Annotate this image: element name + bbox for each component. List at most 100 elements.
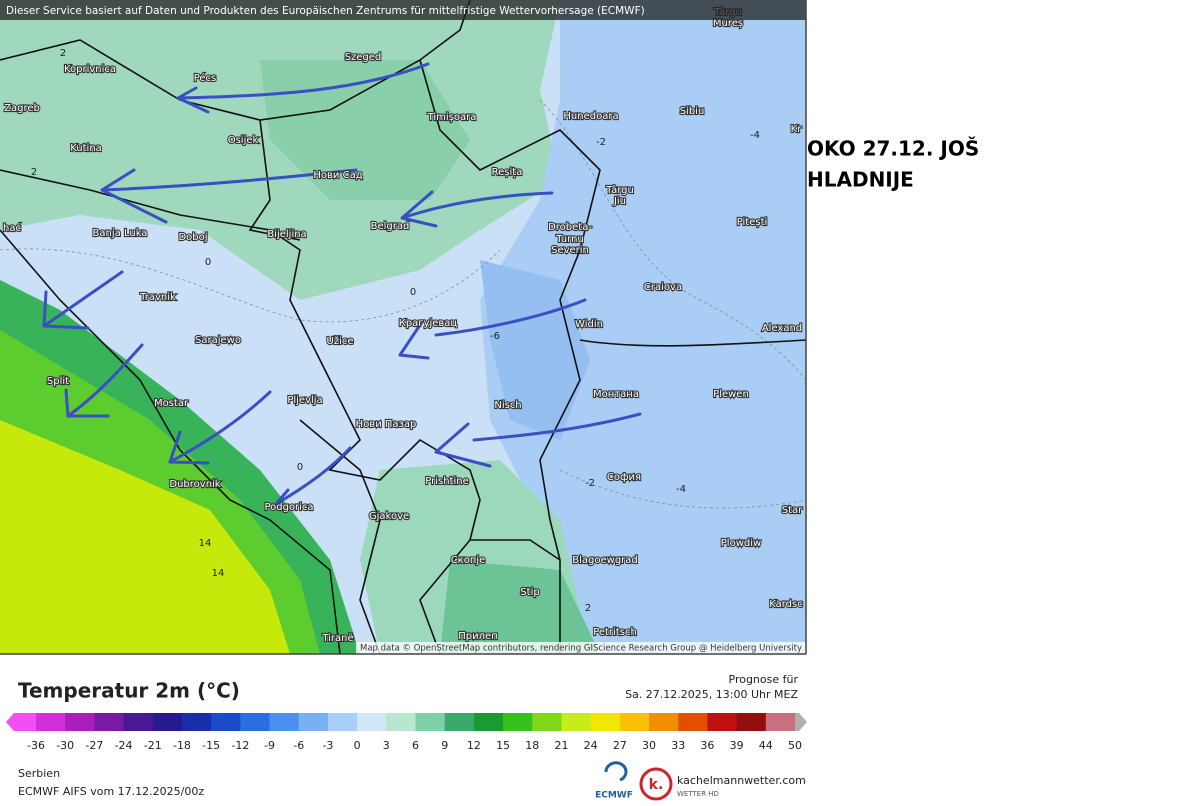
arrow (168, 390, 272, 465)
colorbar-tick-label: 9 (441, 739, 448, 752)
colorbar-segment (152, 713, 183, 731)
city-label: Split (47, 376, 69, 387)
isotherm (539, 99, 806, 381)
colorbar-segment (561, 713, 592, 731)
city-label: Прилеп (458, 631, 497, 642)
arrow (400, 190, 554, 228)
colorbar-tick-label: -36 (27, 739, 45, 752)
city-label: Pljevlja (287, 395, 322, 406)
region: Serbien (18, 767, 60, 780)
city-label: Bijeljina (267, 229, 306, 240)
colorbar-segment (503, 713, 533, 731)
city-label: Plowdiw (721, 538, 761, 549)
colorbar-tick-label: 3 (383, 739, 390, 752)
city-label: Нови Пазар (356, 419, 417, 430)
site-icon-letter: k. (649, 777, 664, 793)
border (419, 539, 471, 654)
colorbar-tick-label: -12 (231, 739, 249, 752)
arrow (176, 62, 430, 114)
colorbar-tick-label: -24 (115, 739, 133, 752)
colorbar-segment (444, 713, 475, 731)
colorbar-tick-label: 50 (788, 739, 802, 752)
city-label: Скопје (451, 554, 486, 566)
city-label: hać (3, 222, 21, 234)
colorbar-tick-label: 18 (525, 739, 539, 752)
colorbar-segment (707, 713, 738, 731)
colorbar-tick-label: -27 (85, 739, 103, 752)
colorbar-tick-label: 30 (642, 739, 656, 752)
attribution-bg (356, 642, 806, 654)
contour-label: 2 (31, 167, 37, 178)
arrow (434, 412, 642, 468)
arrow (398, 298, 587, 360)
city-label: Kardsc (769, 599, 803, 610)
city-label: Târgu (605, 184, 634, 196)
city-label: Zagreb (4, 103, 40, 114)
site-sub: WETTER HD (677, 790, 719, 798)
city-label: Blagoewgrad (572, 555, 638, 566)
city-label: Prishtine (425, 476, 468, 487)
zone-mild-dark (260, 60, 470, 200)
city-label: Mureș (713, 18, 743, 29)
border (299, 419, 381, 654)
model-run: ECMWF AIFS vom 17.12.2025/00z (18, 785, 204, 798)
header-notice: Dieser Service basiert auf Daten und Pro… (6, 5, 645, 17)
city-label: Sibiu (680, 106, 705, 117)
colorbar-segment (765, 713, 796, 731)
annotation-line: HLADNIJE (807, 168, 914, 192)
colorbar-segment (94, 713, 125, 731)
colorbar-segment (386, 713, 416, 731)
colorbar-segment (619, 713, 650, 731)
legend-title: Temperatur 2m (°C) (18, 679, 240, 703)
contour-label: 0 (410, 287, 416, 298)
site-icon (639, 767, 673, 801)
colorbar-segment (298, 713, 329, 731)
contour-label: 2 (585, 603, 591, 614)
contour-label: 0 (297, 462, 303, 473)
city-labels: Koprivnica Pécs Szeged Zagreb Timișoara Huned… (2, 5, 804, 645)
city-label: Reșița (492, 167, 523, 178)
contour-label: -2 (585, 478, 595, 489)
colorbar-tick-label: 6 (412, 739, 419, 752)
colorbar-segment (181, 713, 212, 731)
colorbar-tick-label: 12 (467, 739, 481, 752)
city-label: Tiranë (321, 633, 353, 644)
contour-label: -2 (596, 137, 606, 148)
city-label: Widin (575, 319, 603, 330)
city-label: Travnik (139, 292, 176, 303)
colorbar-end (795, 713, 807, 731)
contour-label: -6 (490, 331, 500, 342)
city-label: Нови Сад (313, 170, 362, 181)
colorbar-tick-label: 0 (354, 739, 361, 752)
border (0, 0, 471, 121)
forecast-time: Sa. 27.12.2025, 13:00 Uhr MEZ (625, 688, 798, 701)
city-label: Hunedoara (563, 111, 618, 122)
colorbar-segment (36, 713, 66, 731)
colorbar-segment (269, 713, 300, 731)
city-label: София (607, 472, 641, 483)
city-label: Pécs (194, 72, 217, 84)
colorbar-tick-label: -21 (144, 739, 162, 752)
attribution: Map data © OpenStreetMap contributors, r… (360, 644, 802, 654)
border (0, 229, 341, 654)
contour-label: -4 (676, 484, 686, 495)
city-label: Doboj (178, 232, 207, 243)
colorbar-segment (736, 713, 767, 731)
colorbar-tick-label: -3 (322, 739, 333, 752)
zone-cold (480, 0, 806, 654)
colorbar-tick-label: 21 (554, 739, 568, 752)
colorbar-end (6, 713, 36, 731)
city-label: Drobeta- (548, 222, 592, 233)
colorbar-tick-label: -6 (293, 739, 304, 752)
colorbar-segment (415, 713, 446, 731)
annotation-line: OKO 27.12. JOŠ (807, 137, 979, 161)
isotherm (559, 469, 806, 509)
city-label: Монтана (593, 389, 639, 400)
colorbar-segment (678, 713, 708, 731)
contour-label: 0 (205, 257, 211, 268)
colorbar-tick-label: -30 (56, 739, 74, 752)
colorbar-tick-label: -18 (173, 739, 191, 752)
arrow (274, 446, 352, 506)
contour-labels: 2 2 -2 -4 0 0 -6 0 -2 -4 14 14 2 (31, 48, 760, 614)
